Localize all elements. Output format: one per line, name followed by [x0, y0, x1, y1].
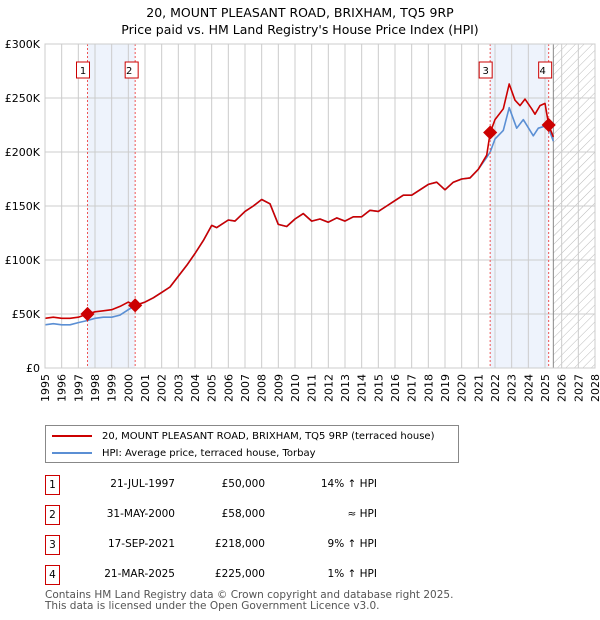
x-tick-label: 2021	[472, 374, 485, 402]
x-tick-label: 1995	[39, 374, 52, 402]
legend-item-hpi: HPI: Average price, terraced house, Torb…	[46, 445, 316, 461]
y-tick-label: £200K	[5, 146, 41, 159]
legend-swatch-blue	[52, 452, 92, 454]
x-tick-label: 2009	[272, 374, 285, 402]
sale-hpi-diff: ≈ HPI	[347, 508, 377, 520]
sale-row: 4 21-MAR-2025 £225,000 1% ↑ HPI	[45, 565, 385, 585]
sale-point	[483, 125, 498, 140]
x-tick-label: 2008	[256, 374, 269, 402]
sale-marker-number: 3	[45, 535, 60, 555]
title-line-2: Price paid vs. HM Land Registry's House …	[121, 22, 479, 37]
sale-price: £58,000	[221, 508, 265, 520]
x-tick-label: 2001	[139, 374, 152, 402]
x-tick-label: 2006	[222, 374, 235, 402]
x-tick-label: 2018	[422, 374, 435, 402]
sale-label-box	[538, 61, 553, 79]
sale-label: 1	[80, 66, 86, 77]
footer-line-2: This data is licensed under the Open Gov…	[45, 600, 380, 612]
sale-marker-number: 4	[45, 565, 60, 585]
x-tick-label: 1996	[56, 374, 69, 402]
x-tick-label: 2012	[322, 374, 335, 402]
sale-row: 1 21-JUL-1997 £50,000 14% ↑ HPI	[45, 475, 385, 495]
legend-item-property: 20, MOUNT PLEASANT ROAD, BRIXHAM, TQ5 9R…	[46, 428, 435, 444]
y-tick-label: £0	[26, 362, 40, 375]
x-tick-label: 2013	[339, 374, 352, 402]
sale-label: 2	[126, 66, 132, 77]
legend: 20, MOUNT PLEASANT ROAD, BRIXHAM, TQ5 9R…	[45, 425, 459, 463]
sale-label-box	[124, 61, 139, 79]
y-tick-label: £300K	[5, 38, 41, 51]
sale-row: 3 17-SEP-2021 £218,000 9% ↑ HPI	[45, 535, 385, 555]
x-tick-label: 1999	[106, 374, 119, 402]
sale-point	[80, 306, 95, 322]
x-tick-label: 2016	[389, 374, 402, 402]
sale-marker-number: 2	[45, 505, 60, 525]
sale-date: 21-JUL-1997	[110, 478, 175, 490]
sale-date: 17-SEP-2021	[107, 538, 175, 550]
x-tick-label: 2023	[506, 374, 519, 402]
x-tick-label: 2024	[522, 374, 535, 402]
x-tick-label: 2011	[306, 374, 319, 402]
legend-swatch-red	[52, 435, 92, 437]
sale-date: 31-MAY-2000	[106, 508, 175, 520]
x-tick-label: 2003	[172, 374, 185, 402]
sale-row: 2 31-MAY-2000 £58,000 ≈ HPI	[45, 505, 385, 525]
sale-hpi-diff: 14% ↑ HPI	[320, 478, 377, 490]
x-tick-label: 2014	[356, 374, 369, 402]
footer-line-1: Contains HM Land Registry data © Crown c…	[45, 589, 454, 601]
x-tick-label: 2004	[189, 374, 202, 402]
x-tick-label: 2007	[239, 374, 252, 402]
x-tick-label: 2020	[456, 374, 469, 402]
sale-label-box	[76, 61, 90, 79]
sale-hpi-diff: 9% ↑ HPI	[327, 538, 377, 550]
sale-label: 3	[482, 66, 488, 77]
sale-point	[128, 298, 143, 313]
x-tick-label: 2026	[556, 374, 569, 402]
y-tick-label: £250K	[5, 92, 41, 105]
sale-hpi-diff: 1% ↑ HPI	[327, 568, 377, 580]
x-tick-label: 1998	[89, 374, 102, 402]
sale-point	[541, 117, 556, 133]
sale-label: 4	[539, 66, 545, 77]
x-tick-label: 1997	[72, 374, 85, 402]
x-tick-label: 2028	[589, 374, 600, 402]
legend-label: HPI: Average price, terraced house, Torb…	[102, 447, 316, 459]
y-tick-label: £150K	[5, 200, 41, 213]
x-tick-label: 2005	[206, 374, 219, 402]
sale-label-box	[478, 61, 493, 79]
x-tick-label: 2015	[372, 374, 385, 402]
x-tick-label: 2000	[122, 374, 135, 402]
x-tick-label: 2027	[572, 374, 585, 402]
x-tick-label: 2002	[156, 374, 169, 402]
price-chart: 1995 1996 1997 1998 1999 2000 2001 2002 2003 2004…	[5, 38, 600, 402]
y-tick-label: £100K	[5, 254, 41, 267]
sale-marker-number: 1	[45, 475, 60, 495]
x-tick-label: 2022	[489, 374, 502, 402]
plot-border	[44, 43, 596, 369]
legend-label: 20, MOUNT PLEASANT ROAD, BRIXHAM, TQ5 9R…	[102, 430, 435, 442]
y-tick-label: £50K	[12, 308, 41, 321]
sale-price: £218,000	[214, 538, 265, 550]
footer: Contains HM Land Registry data © Crown c…	[45, 590, 453, 612]
sale-price: £50,000	[221, 478, 265, 490]
title-line-1: 20, MOUNT PLEASANT ROAD, BRIXHAM, TQ5 9R…	[146, 5, 454, 20]
sale-date: 21-MAR-2025	[104, 568, 175, 580]
chart-title: 20, MOUNT PLEASANT ROAD, BRIXHAM, TQ5 9R…	[0, 4, 600, 38]
x-tick-label: 2025	[539, 374, 552, 402]
x-tick-label: 2019	[439, 374, 452, 402]
x-tick-label: 2017	[406, 374, 419, 402]
x-tick-label: 2010	[289, 374, 302, 402]
sale-price: £225,000	[214, 568, 265, 580]
